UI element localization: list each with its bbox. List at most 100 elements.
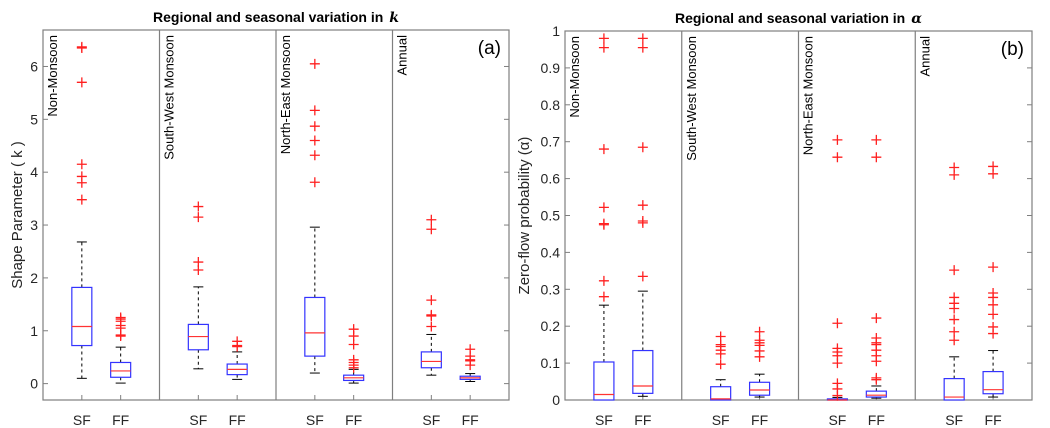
outlier-marker xyxy=(949,162,960,173)
outlier-marker xyxy=(637,142,648,153)
outlier-marker xyxy=(598,33,609,44)
outlier-marker xyxy=(832,378,843,389)
panel-label: (b) xyxy=(1001,39,1024,60)
box-non-monsoon-ff xyxy=(632,33,654,397)
y-tick-label: 0.6 xyxy=(541,171,561,187)
outlier-marker xyxy=(832,134,843,145)
section-label: South-West Monsoon xyxy=(684,36,699,161)
outlier-marker xyxy=(309,105,320,116)
outlier-marker xyxy=(348,354,359,365)
outlier-marker xyxy=(949,335,960,346)
outlier-marker xyxy=(76,171,87,182)
outlier-marker xyxy=(426,321,437,332)
x-tick-label: FF xyxy=(229,412,246,428)
x-tick-label: FF xyxy=(985,412,1002,428)
outlier-marker xyxy=(871,372,882,383)
outlier-marker xyxy=(988,161,999,172)
box-north-east-monsoon-sf xyxy=(826,134,849,401)
box-annual-sf xyxy=(943,162,965,401)
box-non-monsoon-sf xyxy=(593,33,615,401)
y-tick-label: 2 xyxy=(30,270,38,286)
y-tick-label: 0 xyxy=(30,376,38,392)
outlier-marker xyxy=(309,177,320,188)
box-south-west-monsoon-sf xyxy=(710,331,732,401)
box-south-west-monsoon-sf xyxy=(187,201,209,370)
box-north-east-monsoon-sf xyxy=(304,58,326,374)
outlier-marker xyxy=(715,331,726,342)
outlier-marker xyxy=(871,134,882,145)
iqr-box xyxy=(110,361,132,378)
panel-a: 0 1 2 3 4 5 6 Non-Monsoon South-West Monsoon Nort… xyxy=(9,9,510,428)
box-non-monsoon-sf xyxy=(71,41,93,379)
outlier-marker xyxy=(598,144,609,155)
outlier-marker xyxy=(871,333,882,344)
box-non-monsoon-ff xyxy=(110,312,132,384)
x-tick-label: SF xyxy=(595,412,613,428)
section-label: Non-Monsoon xyxy=(45,35,60,117)
y-tick-label: 6 xyxy=(30,58,38,74)
outlier-marker xyxy=(76,41,87,52)
iqr-box xyxy=(982,370,1004,395)
chart-title-text: Regional and seasonal variation in xyxy=(153,9,383,25)
x-tick-label: SF xyxy=(189,412,207,428)
outlier-marker xyxy=(988,262,999,273)
outlier-marker xyxy=(871,313,882,324)
section-label: South-West Monsoon xyxy=(162,35,177,160)
outlier-marker xyxy=(193,201,204,212)
x-tick-label: FF xyxy=(345,412,362,428)
outlier-marker xyxy=(426,214,437,225)
iqr-box xyxy=(943,377,965,401)
y-tick-label: 0.4 xyxy=(541,244,561,260)
outlier-marker xyxy=(348,324,359,335)
section-label: North-East Monsoon xyxy=(278,35,293,154)
outlier-marker xyxy=(598,275,609,286)
outlier-marker xyxy=(637,42,648,53)
y-tick-label: 0 xyxy=(552,392,560,408)
outlier-marker xyxy=(832,318,843,329)
section-label: North-East Monsoon xyxy=(801,36,816,155)
y-tick-label: 5 xyxy=(30,111,38,127)
iqr-box xyxy=(710,386,732,401)
outlier-marker xyxy=(871,152,882,163)
chart-title: Regional and seasonal variation in α xyxy=(675,10,922,27)
x-tick-label: SF xyxy=(945,412,963,428)
outlier-marker xyxy=(637,200,648,211)
y-tick-label: 1 xyxy=(30,323,38,339)
box-annual-sf xyxy=(420,214,442,376)
y-axis-label: Zero-flow probability (α) xyxy=(516,137,533,295)
outlier-marker xyxy=(76,159,87,170)
box-annual-ff xyxy=(982,161,1004,398)
outlier-marker xyxy=(832,343,843,354)
chart-title-symbol: k xyxy=(389,10,399,26)
outlier-marker xyxy=(832,152,843,163)
outlier-marker xyxy=(949,326,960,337)
outlier-marker xyxy=(426,309,437,320)
y-tick-label: 0.8 xyxy=(541,97,561,113)
outlier-marker xyxy=(348,339,359,350)
outlier-marker xyxy=(465,344,476,355)
x-tick-label: SF xyxy=(828,412,846,428)
section-label: Non-Monsoon xyxy=(567,36,582,118)
outlier-marker xyxy=(193,257,204,268)
iqr-box xyxy=(71,286,93,347)
iqr-box xyxy=(865,390,887,398)
y-tick-label: 0.1 xyxy=(541,355,561,371)
iqr-box xyxy=(304,296,326,357)
outlier-marker xyxy=(193,212,204,223)
iqr-box xyxy=(593,361,615,401)
outlier-marker xyxy=(426,224,437,235)
outlier-marker xyxy=(754,335,765,346)
outlier-marker xyxy=(637,216,648,227)
outlier-marker xyxy=(949,314,960,325)
y-tick-label: 0.2 xyxy=(541,318,561,334)
y-tick-label: 4 xyxy=(30,164,38,180)
x-tick-label: FF xyxy=(634,412,651,428)
x-tick-label: FF xyxy=(112,412,129,428)
y-tick-label: 0.5 xyxy=(541,208,561,224)
section-label: Annual xyxy=(395,35,410,76)
box-south-west-monsoon-ff xyxy=(226,336,248,380)
outlier-marker xyxy=(637,33,648,44)
box-annual-ff xyxy=(459,344,481,382)
outlier-marker xyxy=(988,309,999,320)
